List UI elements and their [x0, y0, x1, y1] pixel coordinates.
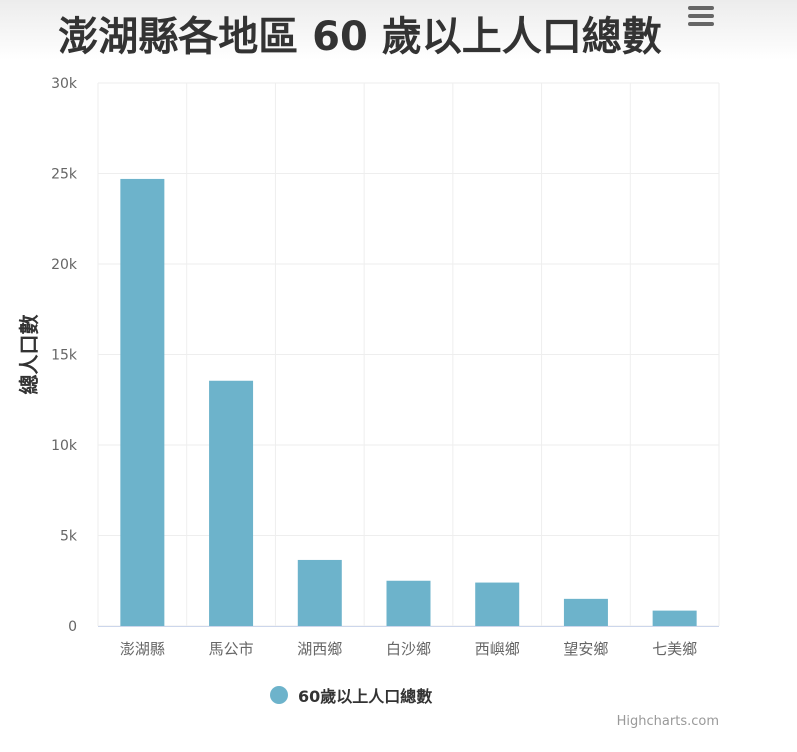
- y-tick-label: 25k: [51, 167, 78, 183]
- bar-5[interactable]: [563, 598, 608, 626]
- x-tick-label: 湖西鄉: [297, 640, 342, 658]
- y-tick-label: 5k: [60, 529, 78, 545]
- y-tick-label: 10k: [51, 438, 78, 454]
- credits-link[interactable]: Highcharts.com: [616, 714, 719, 729]
- y-tick-label: 15k: [51, 348, 78, 364]
- x-tick-label: 七美鄉: [652, 640, 697, 658]
- y-tick-label: 30k: [51, 76, 78, 92]
- bar-1[interactable]: [209, 380, 254, 626]
- x-tick-label: 白沙鄉: [386, 640, 431, 658]
- legend-item[interactable]: 60歲以上人口總數: [270, 683, 432, 707]
- chart-title: 澎湖縣各地區 60 歲以上人口總數: [58, 14, 662, 60]
- hamburger-menu-icon[interactable]: [688, 6, 716, 30]
- bar-2[interactable]: [297, 559, 342, 626]
- title-bar: [0, 0, 797, 60]
- y-tick-label: 20k: [51, 257, 78, 273]
- y-axis-title: 總人口數: [17, 315, 41, 395]
- bar-0[interactable]: [120, 178, 165, 626]
- bar-3[interactable]: [386, 580, 431, 626]
- legend-marker-icon: [270, 686, 288, 704]
- y-tick-label: 0: [68, 619, 77, 635]
- bar-4[interactable]: [475, 582, 520, 626]
- x-tick-label: 澎湖縣: [120, 640, 165, 658]
- bar-6[interactable]: [652, 610, 697, 626]
- legend-label: 60歲以上人口總數: [298, 687, 433, 706]
- x-tick-label: 馬公市: [209, 640, 254, 658]
- x-tick-label: 望安鄉: [563, 640, 608, 658]
- x-tick-label: 西嶼鄉: [475, 640, 520, 658]
